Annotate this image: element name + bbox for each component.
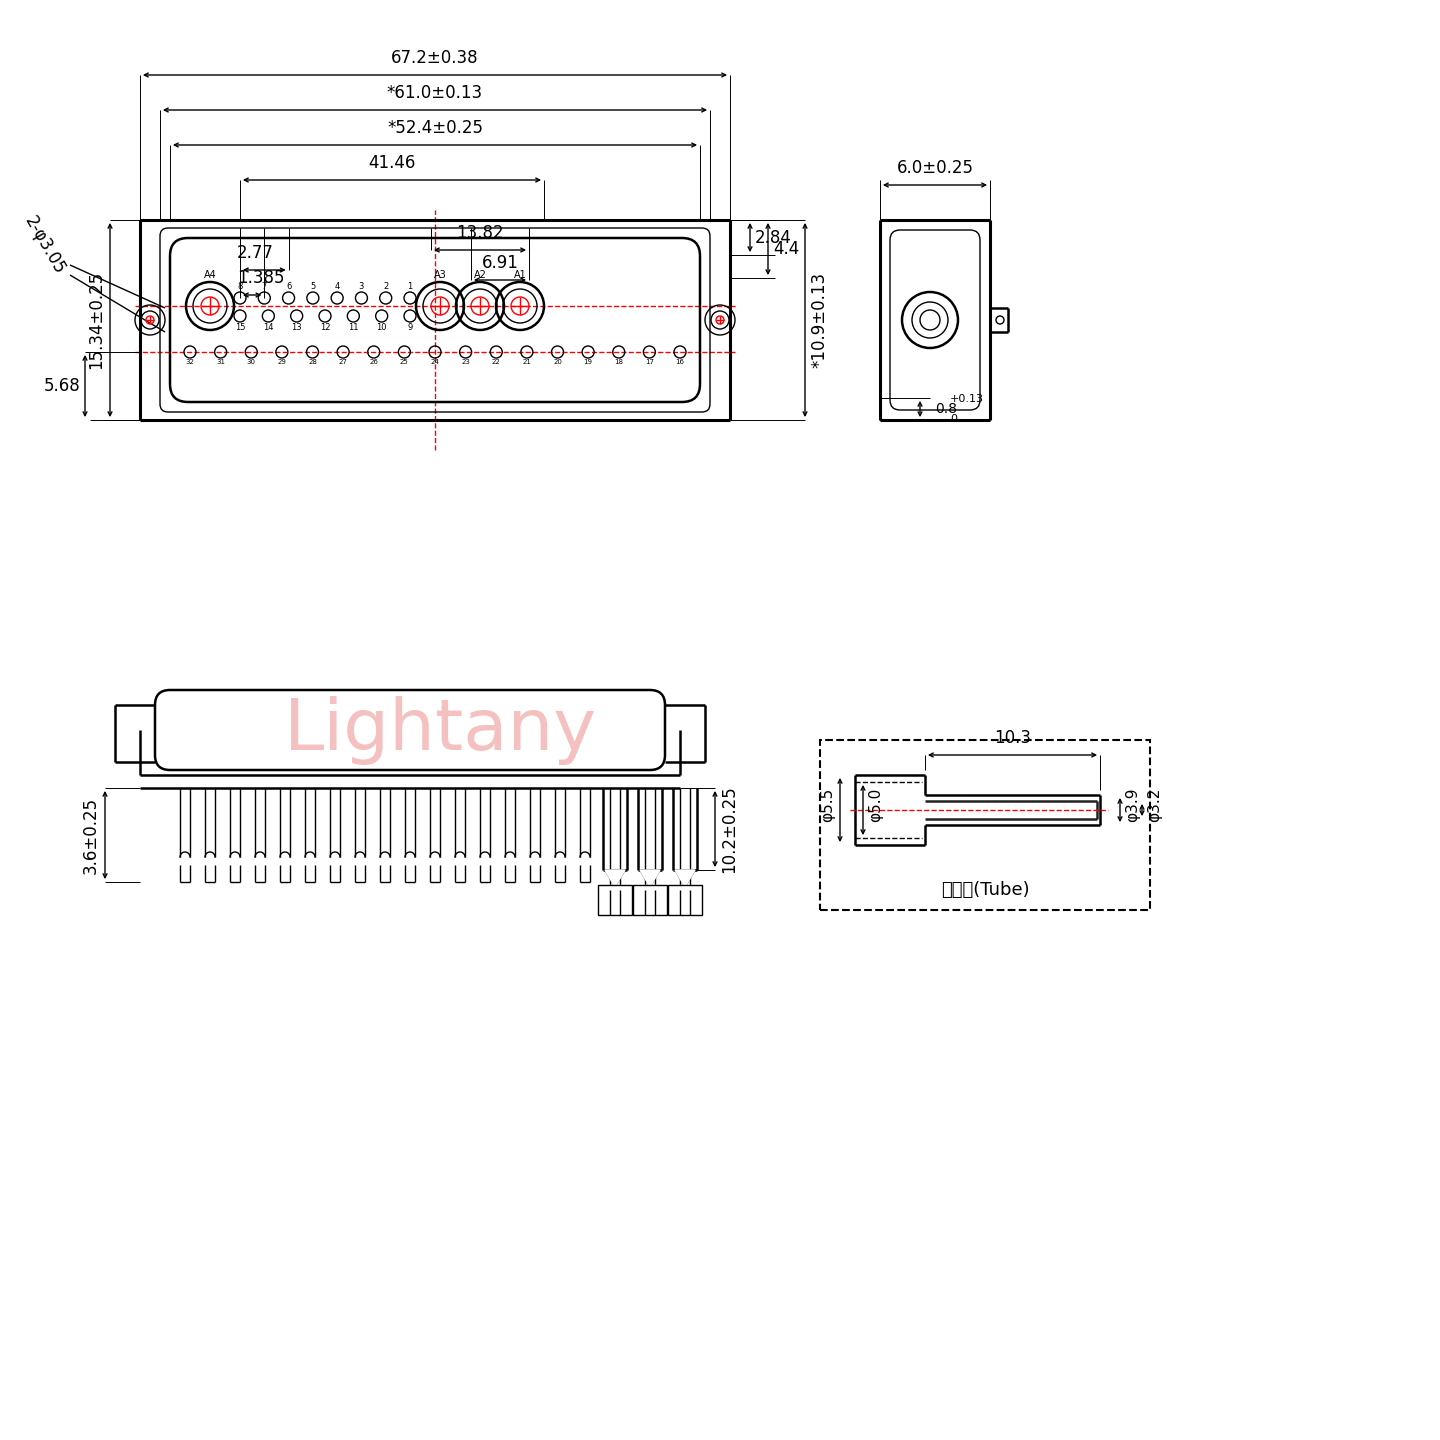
Polygon shape	[675, 870, 696, 887]
Text: 0: 0	[950, 415, 958, 423]
Bar	[819, 740, 1151, 910]
Text: *52.4±0.25: *52.4±0.25	[387, 120, 482, 137]
Text: 26: 26	[369, 359, 379, 364]
Polygon shape	[639, 870, 660, 887]
Text: 15.34±0.25: 15.34±0.25	[86, 271, 105, 369]
Text: 19: 19	[583, 359, 593, 364]
Text: 25: 25	[400, 359, 409, 364]
Text: Lightany: Lightany	[284, 696, 596, 765]
Text: 6.0±0.25: 6.0±0.25	[897, 158, 973, 177]
Text: 14: 14	[264, 323, 274, 333]
Text: 2: 2	[383, 282, 389, 291]
Text: 2.84: 2.84	[755, 229, 792, 246]
Text: φ3.9: φ3.9	[1125, 788, 1140, 822]
Text: 20: 20	[553, 359, 562, 364]
Text: A1: A1	[514, 271, 527, 279]
Text: 3.6±0.25: 3.6±0.25	[82, 796, 99, 874]
Text: 22: 22	[492, 359, 501, 364]
Text: 7: 7	[262, 282, 266, 291]
Text: 3: 3	[359, 282, 364, 291]
Text: 5: 5	[310, 282, 315, 291]
Text: 6.91: 6.91	[481, 253, 518, 272]
Text: 10.3: 10.3	[994, 729, 1031, 747]
Text: 24: 24	[431, 359, 439, 364]
Text: 10: 10	[376, 323, 387, 333]
Text: φ5.0: φ5.0	[868, 788, 883, 822]
Text: 29: 29	[278, 359, 287, 364]
Text: 8: 8	[238, 282, 243, 291]
Text: 12: 12	[320, 323, 330, 333]
Text: 10.2±0.25: 10.2±0.25	[720, 785, 737, 873]
Text: 13: 13	[291, 323, 302, 333]
Text: 1.385: 1.385	[238, 269, 285, 287]
Bar	[634, 886, 667, 914]
Text: 11: 11	[348, 323, 359, 333]
Text: 23: 23	[461, 359, 469, 364]
Text: 6: 6	[287, 282, 291, 291]
Text: *10.9±0.13: *10.9±0.13	[809, 272, 828, 369]
Text: A4: A4	[203, 271, 216, 279]
Text: 4: 4	[334, 282, 340, 291]
Text: 5.68: 5.68	[43, 377, 81, 395]
Text: A3: A3	[433, 271, 446, 279]
Text: *61.0±0.13: *61.0±0.13	[387, 84, 482, 102]
Text: 21: 21	[523, 359, 531, 364]
Text: +0.13: +0.13	[950, 395, 984, 405]
Text: 30: 30	[246, 359, 256, 364]
Text: 16: 16	[675, 359, 684, 364]
Text: 13.82: 13.82	[456, 225, 504, 242]
Text: 27: 27	[338, 359, 347, 364]
Text: 15: 15	[235, 323, 245, 333]
Text: 31: 31	[216, 359, 225, 364]
Bar	[668, 886, 701, 914]
Text: 4.4: 4.4	[773, 240, 799, 258]
Polygon shape	[598, 886, 632, 914]
Text: A2: A2	[474, 271, 487, 279]
Text: 28: 28	[308, 359, 317, 364]
Polygon shape	[605, 870, 625, 887]
Text: 18: 18	[615, 359, 624, 364]
Text: 67.2±0.38: 67.2±0.38	[392, 49, 480, 68]
Polygon shape	[668, 886, 701, 914]
Polygon shape	[634, 886, 667, 914]
Text: 2-φ3.05: 2-φ3.05	[22, 213, 69, 278]
Text: φ5.5: φ5.5	[819, 788, 835, 822]
Text: 9: 9	[408, 323, 413, 333]
Text: 2.77: 2.77	[238, 243, 274, 262]
Bar	[598, 886, 632, 914]
Text: 1: 1	[408, 282, 413, 291]
Text: φ3.2: φ3.2	[1148, 788, 1162, 822]
Text: 屏蔽管(Tube): 屏蔽管(Tube)	[940, 881, 1030, 899]
Text: 32: 32	[186, 359, 194, 364]
Text: 17: 17	[645, 359, 654, 364]
Text: 41.46: 41.46	[369, 154, 416, 171]
Text: 0.8: 0.8	[935, 402, 958, 416]
